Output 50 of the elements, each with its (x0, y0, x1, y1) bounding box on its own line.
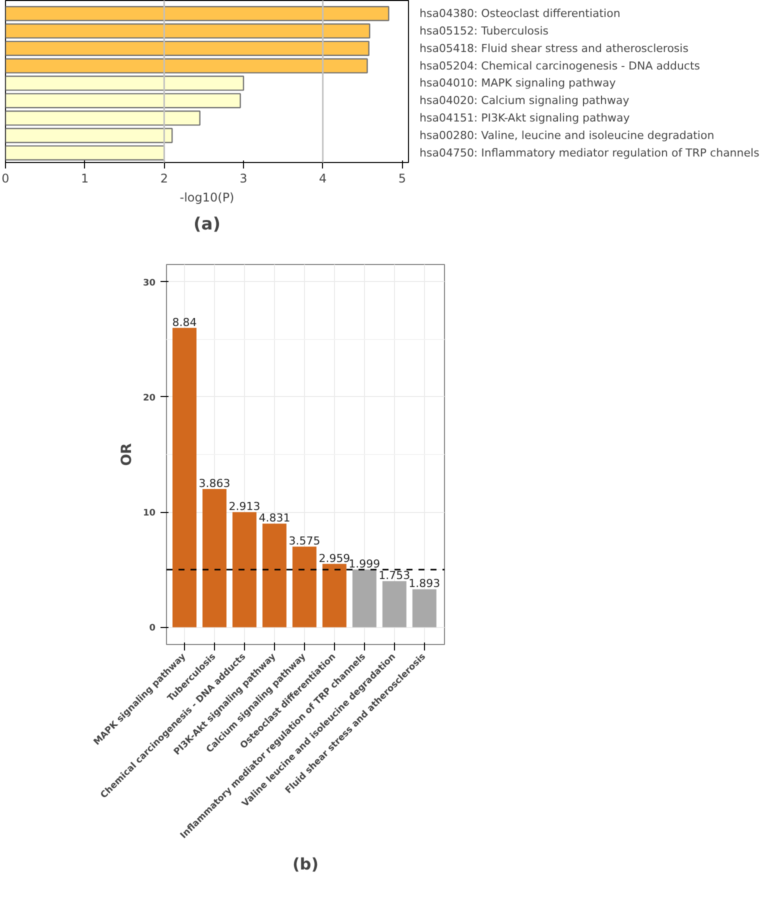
bar (6, 145, 165, 160)
y-tick-label: hsa05418: Fluid shear stress and atherosclerosis (420, 42, 689, 55)
y-tick-label: 30 (142, 278, 156, 288)
bar (292, 546, 316, 628)
bar (6, 76, 244, 91)
annotation: 1.999 (348, 558, 380, 571)
annotation: 2.959 (318, 552, 350, 565)
bar (382, 581, 406, 628)
x-tick-label: 5 (398, 172, 406, 186)
y-tick-label: hsa00280: Valine, leucine and isoleucine degradation (420, 129, 714, 142)
bar (6, 93, 241, 108)
x-tick-label: 2 (160, 172, 168, 186)
bar (262, 524, 286, 628)
bar (6, 23, 370, 39)
annotation: 3.575 (288, 534, 320, 548)
annotation: 4.831 (258, 512, 290, 525)
x-tick-label: 1 (81, 172, 89, 186)
y-tick-label: hsa04010: MAPK signaling pathway (420, 76, 616, 90)
bar (6, 58, 368, 74)
y-tick-label: hsa04020: Calcium signaling pathway (420, 94, 630, 108)
annotation: 3.863 (198, 477, 230, 490)
bar (322, 564, 346, 628)
text: (b) (292, 854, 319, 874)
bar (232, 512, 256, 628)
y-tick-label: hsa05204: Chemical carcinogenesis - DNA adducts (420, 59, 700, 72)
bar (202, 489, 226, 628)
bar (6, 40, 370, 56)
annotation: 8.84 (172, 316, 197, 329)
annotation: 1.753 (378, 569, 410, 582)
y-tick-label: hsa05152: Tuberculosis (420, 24, 549, 38)
y-axis-title: OR (118, 442, 135, 466)
x-tick-label: 0 (2, 172, 10, 186)
bar (6, 110, 200, 126)
bar (172, 328, 196, 628)
y-tick-label: 20 (142, 393, 156, 404)
x-tick-label: 3 (240, 172, 248, 186)
y-tick-label: 0 (149, 624, 156, 634)
bar (352, 570, 376, 628)
annotation: 1.893 (408, 577, 440, 590)
y-tick-label: hsa04380: Osteoclast differentiation (420, 7, 620, 20)
bar (6, 128, 173, 144)
bar (412, 589, 436, 628)
y-tick-label: hsa04750: Inflammatory mediator regulation of TRP channels (420, 146, 760, 160)
annotation: 2.913 (228, 500, 260, 514)
x-axis-title: -log10(P) (180, 190, 234, 204)
y-tick-label: 10 (142, 508, 156, 519)
bar (6, 6, 390, 22)
text: (a) (193, 214, 221, 234)
y-tick-label: hsa04151: PI3K-Akt signaling pathway (420, 112, 630, 125)
x-tick-label: 4 (319, 172, 327, 186)
